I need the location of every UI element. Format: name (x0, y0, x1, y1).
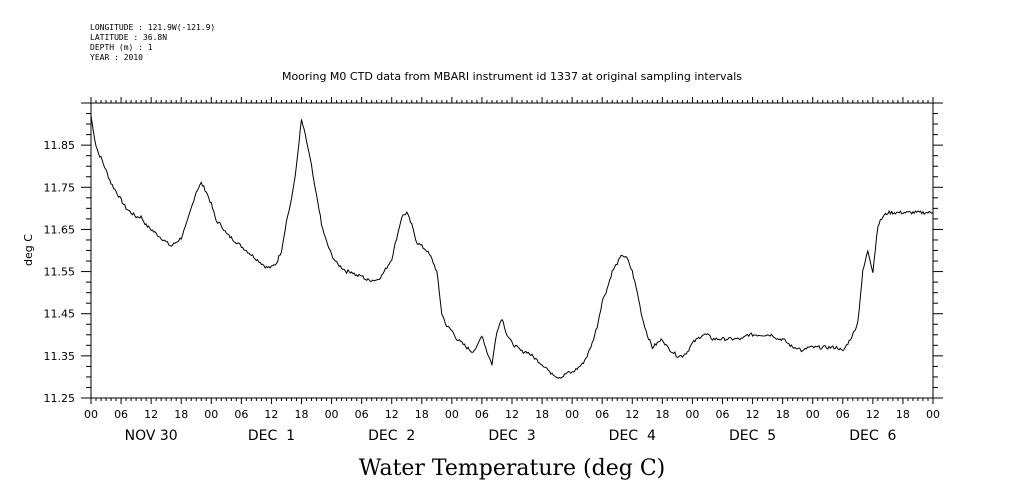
x-date-label: DEC 5 (729, 428, 776, 444)
x-hour-tick-label: 12 (505, 408, 519, 421)
x-hour-tick-label: 18 (535, 408, 549, 421)
y-tick-label: 11.35 (44, 350, 76, 363)
x-hour-tick-label: 06 (234, 408, 248, 421)
axis-labels: 00 06 12 18 00 06 12 18 00 06 12 18 00 06 12 18 00 06 12 18… (44, 139, 941, 444)
year-label: YEAR : 2010 (90, 53, 143, 62)
x-hour-tick-label: 12 (144, 408, 158, 421)
x-date-label: DEC 2 (368, 428, 415, 444)
y-axis-label: deg C (22, 234, 35, 266)
x-hour-tick-label: 18 (655, 408, 669, 421)
x-hour-tick-label: 00 (325, 408, 339, 421)
axis-ticks (81, 97, 943, 404)
x-hour-tick-label: 00 (806, 408, 820, 421)
temperature-series-line (90, 115, 934, 379)
x-hour-tick-label: 06 (475, 408, 489, 421)
x-date-label: DEC 4 (609, 428, 656, 444)
y-tick-label: 11.85 (44, 139, 76, 152)
x-date-label: DEC 3 (488, 428, 535, 444)
x-hour-tick-label: 06 (836, 408, 850, 421)
x-hour-tick-label: 00 (565, 408, 579, 421)
plot-frame (90, 102, 934, 399)
x-hour-tick-label: 00 (445, 408, 459, 421)
x-date-label: NOV 30 (125, 428, 178, 444)
x-hour-tick-label: 06 (595, 408, 609, 421)
x-hour-tick-label: 12 (264, 408, 278, 421)
x-hour-tick-label: 18 (776, 408, 790, 421)
x-hour-tick-label: 12 (746, 408, 760, 421)
x-hour-tick-label: 12 (385, 408, 399, 421)
x-hour-tick-label: 00 (926, 408, 940, 421)
x-hour-tick-label: 00 (204, 408, 218, 421)
x-hour-tick-label: 18 (896, 408, 910, 421)
longitude-label: LONGITUDE : 121.9W(-121.9) (90, 23, 215, 32)
x-hour-tick-label: 06 (716, 408, 730, 421)
x-hour-tick-label: 12 (866, 408, 880, 421)
x-hour-tick-label: 18 (415, 408, 429, 421)
x-axis-title: Water Temperature (deg C) (359, 456, 666, 481)
x-hour-tick-label: 06 (355, 408, 369, 421)
depth-label: DEPTH (m) : 1 (90, 43, 153, 52)
x-hour-tick-label: 18 (174, 408, 188, 421)
x-hour-tick-label: 06 (114, 408, 128, 421)
y-tick-label: 11.55 (44, 266, 76, 279)
x-date-label: DEC 6 (849, 428, 896, 444)
y-tick-label: 11.25 (44, 392, 76, 405)
latitude-label: LATITUDE : 36.8N (90, 33, 167, 42)
x-hour-tick-label: 18 (295, 408, 309, 421)
x-hour-tick-label: 00 (84, 408, 98, 421)
y-tick-label: 11.45 (44, 308, 76, 321)
y-tick-label: 11.75 (44, 181, 76, 194)
chart-title: Mooring M0 CTD data from MBARI instrumen… (282, 70, 742, 83)
y-tick-label: 11.65 (44, 223, 76, 236)
x-hour-tick-label: 12 (625, 408, 639, 421)
x-date-label: DEC 1 (248, 428, 295, 444)
x-hour-tick-label: 00 (685, 408, 699, 421)
